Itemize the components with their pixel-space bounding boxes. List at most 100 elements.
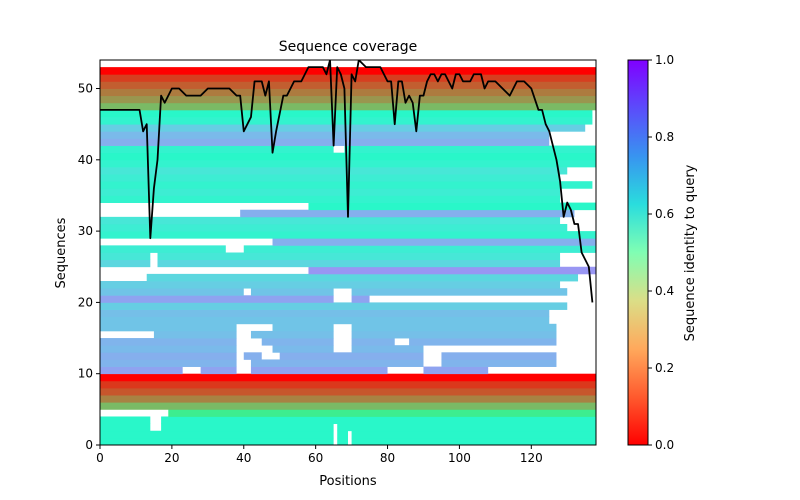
coverage-cell bbox=[100, 102, 596, 111]
coverage-cell bbox=[351, 288, 568, 296]
coverage-cell bbox=[100, 387, 596, 396]
coverage-cell bbox=[243, 245, 596, 253]
coverage-cell bbox=[100, 216, 561, 225]
x-axis-label: Positions bbox=[319, 474, 377, 489]
coverage-cell bbox=[100, 124, 586, 132]
coverage-cell bbox=[100, 67, 596, 75]
coverage-cell bbox=[146, 273, 579, 282]
coverage-cell bbox=[100, 316, 550, 325]
coverage-cell bbox=[409, 338, 557, 346]
coverage-cell bbox=[351, 430, 596, 439]
y-axis-label: Sequences bbox=[54, 217, 69, 288]
colorbar bbox=[627, 59, 649, 446]
x-tick-label: 100 bbox=[448, 451, 471, 465]
coverage-cell bbox=[100, 245, 226, 253]
y-tick-label: 50 bbox=[78, 82, 93, 96]
colorbar-tick-label: 0.8 bbox=[655, 130, 674, 144]
coverage-cell bbox=[243, 352, 262, 360]
coverage-cell bbox=[161, 423, 334, 432]
coverage-cell bbox=[157, 252, 561, 261]
colorbar-tick-label: 1.0 bbox=[655, 53, 674, 67]
coverage-cell bbox=[100, 252, 151, 261]
y-tick-label: 30 bbox=[78, 224, 93, 238]
coverage-cell bbox=[100, 359, 237, 367]
coverage-cell bbox=[100, 309, 550, 318]
y-tick-label: 40 bbox=[78, 153, 93, 167]
coverage-cell bbox=[250, 359, 424, 367]
coverage-cell bbox=[279, 352, 424, 360]
coverage-cell bbox=[100, 138, 550, 146]
coverage-cell bbox=[100, 366, 183, 375]
coverage-cell bbox=[261, 338, 334, 346]
coverage-cell bbox=[337, 437, 348, 445]
coverage-cell bbox=[100, 259, 151, 268]
coverage-cell bbox=[100, 373, 596, 382]
coverage-cell bbox=[272, 238, 596, 246]
coverage-cell bbox=[157, 259, 561, 268]
coverage-cell bbox=[100, 131, 550, 139]
coverage-cell bbox=[351, 338, 395, 346]
coverage-cell bbox=[100, 145, 334, 154]
coverage-cell bbox=[250, 288, 334, 296]
y-tick-label: 10 bbox=[78, 367, 93, 381]
coverage-cell bbox=[100, 423, 151, 432]
x-tick-label: 40 bbox=[236, 451, 251, 465]
coverage-cell bbox=[100, 231, 596, 239]
coverage-cell bbox=[100, 352, 237, 360]
coverage-cell bbox=[441, 359, 557, 367]
colorbar-tick-label: 0.2 bbox=[655, 361, 674, 375]
coverage-cell bbox=[153, 330, 237, 339]
coverage-cell bbox=[100, 181, 593, 189]
coverage-cell bbox=[100, 323, 237, 332]
coverage-cell bbox=[351, 330, 557, 339]
colorbar-tick-label: 0.6 bbox=[655, 207, 674, 221]
coverage-cell bbox=[100, 95, 596, 104]
coverage-line-layer bbox=[100, 60, 594, 303]
coverage-cell bbox=[100, 302, 568, 310]
x-tick-label: 0 bbox=[96, 451, 104, 465]
coverage-cell bbox=[100, 380, 596, 389]
coverage-cell bbox=[100, 288, 244, 296]
coverage-cell bbox=[100, 223, 568, 232]
coverage-cell bbox=[240, 209, 575, 218]
colorbar-label: Sequence identity to query bbox=[683, 164, 698, 341]
coverage-cell bbox=[351, 345, 424, 353]
coverage-cell bbox=[272, 345, 334, 353]
colorbar-ticks: 0.0 0.2 0.4 0.6 0.8 1.0 bbox=[648, 53, 674, 452]
coverage-cell bbox=[168, 409, 596, 417]
x-tick-label: 120 bbox=[520, 451, 543, 465]
colorbar-tick-label: 0.4 bbox=[655, 284, 674, 298]
y-tick-label: 20 bbox=[78, 295, 93, 309]
coverage-cell bbox=[100, 159, 596, 168]
coverage-cell bbox=[308, 266, 596, 275]
y-tick-label: 0 bbox=[85, 438, 93, 452]
coverage-line bbox=[100, 60, 594, 303]
coverage-cell bbox=[100, 402, 596, 410]
coverage-cell bbox=[100, 295, 334, 303]
coverage-cell bbox=[272, 323, 334, 332]
coverage-cell bbox=[100, 395, 596, 403]
coverage-cell bbox=[100, 152, 596, 161]
coverage-cell bbox=[100, 195, 561, 203]
coverage-cell bbox=[337, 430, 348, 439]
colorbar-tick-label: 0.0 bbox=[655, 438, 674, 452]
plot-frame bbox=[99, 59, 597, 446]
coverage-cell bbox=[308, 202, 596, 211]
coverage-cell bbox=[250, 330, 334, 339]
x-tick-label: 20 bbox=[164, 451, 179, 465]
coverage-cell bbox=[351, 437, 596, 445]
coverage-cell bbox=[351, 295, 370, 303]
coverage-cell bbox=[100, 109, 593, 118]
coverage-cell bbox=[423, 366, 489, 375]
coverage-cell bbox=[441, 352, 557, 360]
coverage-cell bbox=[100, 281, 561, 289]
coverage-cell bbox=[100, 81, 596, 89]
x-tick-label: 80 bbox=[380, 451, 395, 465]
coverage-cell bbox=[337, 423, 596, 432]
coverage-cell bbox=[100, 416, 151, 425]
coverage-cell bbox=[250, 366, 388, 375]
coverage-cell bbox=[200, 366, 237, 375]
coverage-cell bbox=[100, 188, 561, 196]
coverage-cell bbox=[100, 345, 237, 353]
